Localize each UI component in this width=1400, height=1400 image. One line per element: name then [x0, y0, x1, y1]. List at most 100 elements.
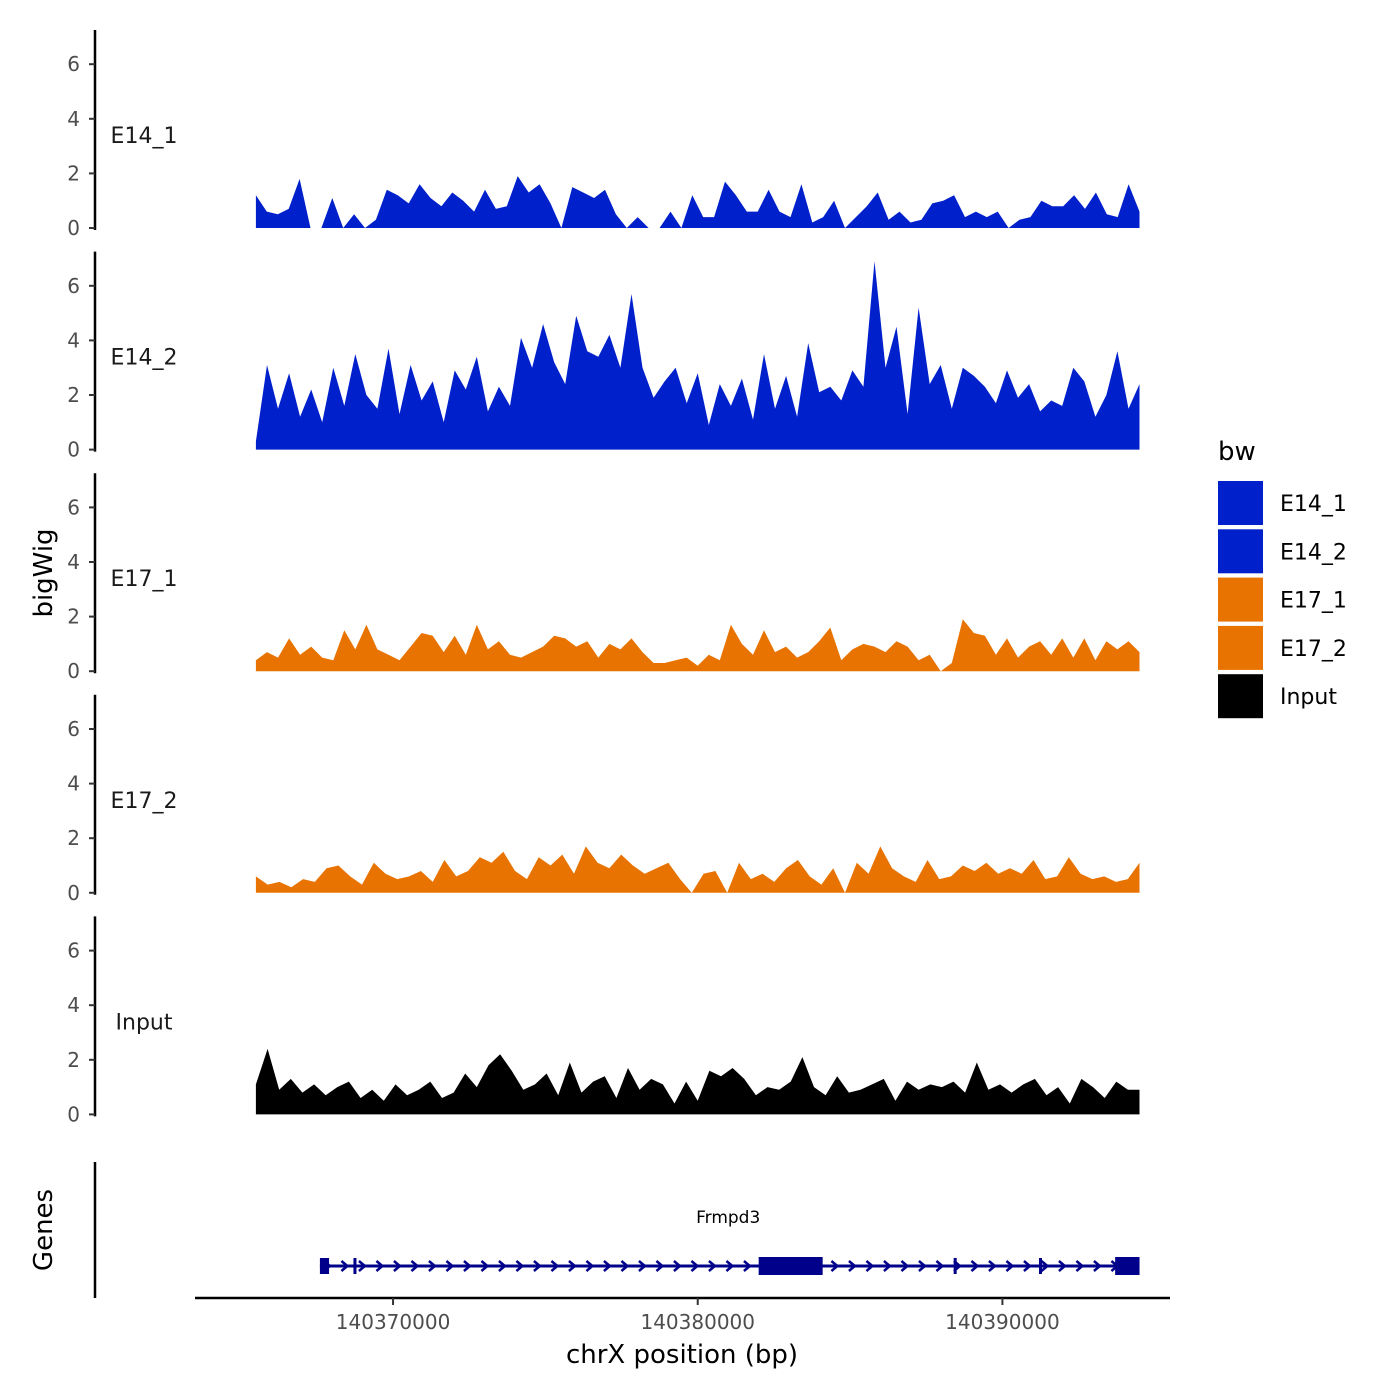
legend-entry-E14_1: E14_1 — [1218, 481, 1347, 525]
strand-arrow — [340, 1260, 350, 1272]
y-tick-label: 6 — [67, 495, 80, 519]
legend-entry-E14_2: E14_2 — [1218, 529, 1347, 574]
track-Input: 0 2 4 6 Input — [67, 916, 1140, 1126]
strand-arrow — [918, 1260, 927, 1272]
strand-arrow — [410, 1260, 420, 1272]
signal-area-E17_1 — [255, 619, 1140, 672]
x-tick-label: 140370000 — [336, 1310, 451, 1334]
y-tick-label: 4 — [67, 328, 80, 352]
strand-arrow — [935, 1260, 945, 1272]
track-label: Input — [116, 1010, 173, 1035]
legend: bw E14_1 E14_2 E17_1 E17_2 Input — [1218, 437, 1347, 719]
legend-title: bw — [1218, 437, 1256, 467]
strand-arrow — [743, 1260, 752, 1272]
legend-label: Input — [1280, 685, 1337, 710]
legend-entry-Input: Input — [1218, 674, 1337, 719]
y-tick-label: 0 — [67, 438, 80, 462]
strand-arrow — [1093, 1260, 1102, 1272]
exon — [353, 1258, 357, 1274]
strand-arrow — [865, 1260, 875, 1272]
y-tick-label: 2 — [67, 826, 80, 850]
signal-area-E14_2 — [255, 261, 1140, 450]
signal-area-Input — [255, 1048, 1140, 1115]
exon — [1038, 1258, 1042, 1274]
legend-entry-E17_1: E17_1 — [1218, 577, 1347, 622]
strand-arrow — [988, 1260, 997, 1272]
y-tick-label: 0 — [67, 1102, 80, 1126]
strand-arrow — [603, 1260, 612, 1272]
strand-arrow — [638, 1260, 647, 1272]
strand-arrow — [568, 1260, 577, 1272]
strand-arrow — [358, 1260, 367, 1272]
strand-arrow — [690, 1260, 700, 1272]
exon — [1115, 1257, 1140, 1275]
legend-swatch — [1218, 625, 1263, 670]
strand-arrow — [1023, 1260, 1032, 1272]
strand-arrow — [620, 1260, 630, 1272]
y-tick-label: 0 — [67, 881, 80, 905]
y-tick-label: 0 — [67, 659, 80, 683]
y-tick-label: 6 — [67, 717, 80, 741]
track-E17_1: 0 2 4 6 E17_1 — [67, 473, 1140, 683]
strand-arrow — [445, 1260, 455, 1272]
genes-axis-title: Genes — [29, 1189, 59, 1271]
strand-arrow — [533, 1260, 542, 1272]
strand-arrow — [970, 1260, 980, 1272]
exon — [758, 1257, 823, 1275]
legend-swatch — [1218, 674, 1263, 719]
x-ticks: 140370000 140380000 140390000 — [336, 1298, 1060, 1334]
y-axis-title: bigWig — [29, 528, 59, 617]
legend-label: E17_1 — [1280, 589, 1347, 614]
legend-label: E17_2 — [1280, 637, 1347, 662]
strand-arrow — [375, 1260, 385, 1272]
y-tick-label: 2 — [67, 161, 80, 185]
track-label: E17_1 — [111, 567, 178, 592]
strand-arrow — [550, 1260, 560, 1272]
strand-arrow — [848, 1260, 857, 1272]
y-tick-label: 4 — [67, 993, 80, 1017]
legend-entry-E17_2: E17_2 — [1218, 625, 1347, 670]
x-axis-title: chrX position (bp) — [566, 1340, 798, 1370]
y-tick-label: 6 — [67, 274, 80, 298]
legend-swatch — [1218, 577, 1263, 622]
x-tick-label: 140390000 — [945, 1310, 1060, 1334]
y-tick-label: 0 — [67, 216, 80, 240]
strand-arrow — [1040, 1260, 1050, 1272]
exon — [319, 1258, 330, 1274]
strand-arrow — [830, 1260, 840, 1272]
strand-arrow — [1005, 1260, 1015, 1272]
track-label: E17_2 — [111, 789, 178, 814]
track-E14_1: 0 2 4 6 E14_1 — [67, 30, 1140, 240]
x-tick-label: 140380000 — [640, 1310, 755, 1334]
legend-swatch — [1218, 481, 1263, 525]
track-E17_2: 0 2 4 6 E17_2 — [67, 694, 1140, 905]
track-label: E14_2 — [111, 346, 178, 371]
strand-arrow — [655, 1260, 665, 1272]
strand-arrow — [463, 1260, 472, 1272]
strand-arrow — [1075, 1260, 1085, 1272]
y-tick-label: 2 — [67, 605, 80, 629]
gene-Frmpd3: Frmpd3 — [319, 1208, 1140, 1275]
y-tick-label: 6 — [67, 939, 80, 963]
gene-models: Frmpd3 — [319, 1208, 1140, 1275]
signal-area-E14_1 — [255, 176, 1140, 228]
strand-arrow — [428, 1260, 437, 1272]
exon — [953, 1258, 957, 1274]
signal-area-E17_2 — [255, 846, 1140, 893]
y-tick-label: 2 — [67, 1048, 80, 1072]
genes-panel: Genes Frmpd3 — [29, 1162, 1140, 1298]
strand-arrow — [498, 1260, 507, 1272]
bigwig-tracks: 0 2 4 6 E14_1 0 2 4 6 E14_2 0 2 4 6 E17_1 0 2 4 6 E17_2 0 2 4 6… — [67, 30, 1140, 1126]
y-tick-label: 2 — [67, 383, 80, 407]
track-E14_2: 0 2 4 6 E14_2 — [67, 251, 1140, 462]
y-tick-label: 4 — [67, 550, 80, 574]
x-axis: 140370000 140380000 140390000 chrX positio… — [195, 1296, 1170, 1370]
strand-arrow — [393, 1260, 402, 1272]
legend-entries: E14_1 E14_2 E17_1 E17_2 Input — [1218, 481, 1347, 719]
track-label: E14_1 — [111, 124, 178, 149]
legend-label: E14_1 — [1280, 492, 1347, 517]
y-tick-label: 4 — [67, 107, 80, 131]
strand-arrow — [708, 1260, 717, 1272]
legend-swatch — [1218, 529, 1263, 574]
